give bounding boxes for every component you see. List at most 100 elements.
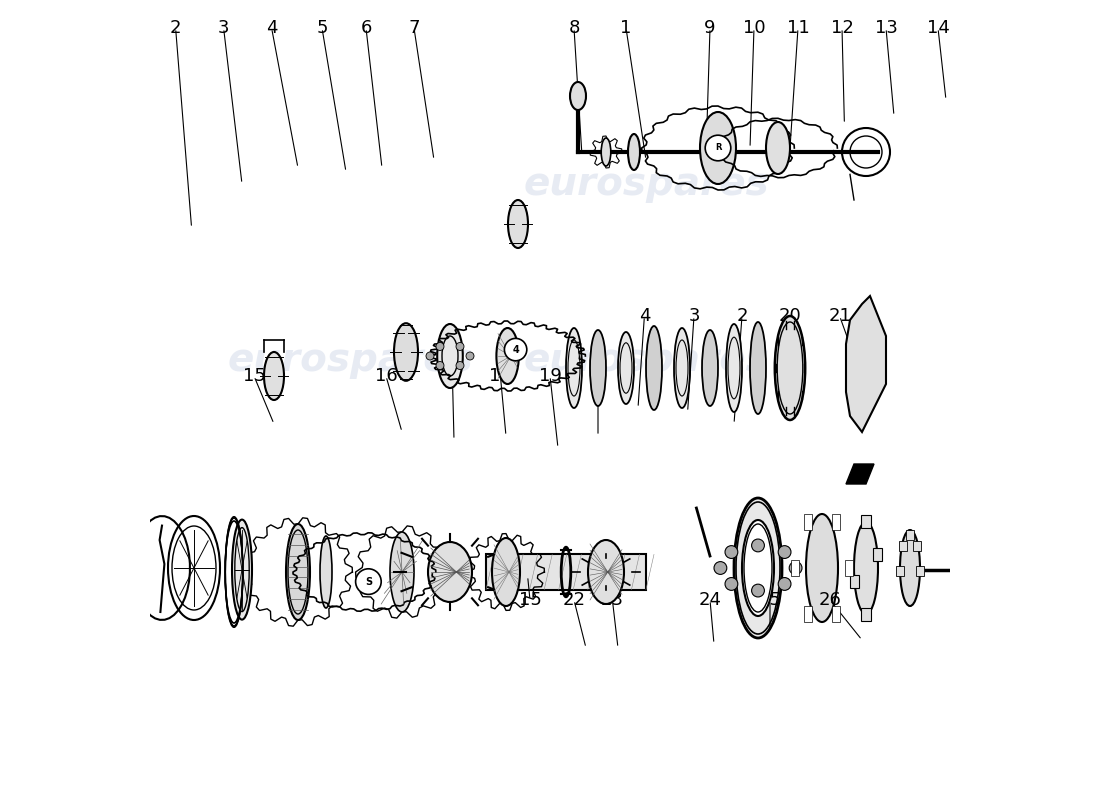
Text: 25: 25 bbox=[759, 591, 781, 609]
Text: 5: 5 bbox=[592, 367, 604, 385]
Text: 12: 12 bbox=[830, 19, 854, 37]
Text: eurospares: eurospares bbox=[227, 341, 473, 379]
Text: 21: 21 bbox=[828, 307, 851, 325]
Ellipse shape bbox=[766, 122, 790, 174]
Ellipse shape bbox=[734, 498, 782, 638]
Text: 19: 19 bbox=[539, 367, 561, 385]
Text: eurospares: eurospares bbox=[524, 341, 769, 379]
Circle shape bbox=[751, 539, 764, 552]
Text: 17: 17 bbox=[441, 367, 464, 385]
Text: 3: 3 bbox=[689, 307, 700, 325]
Circle shape bbox=[505, 338, 527, 361]
Ellipse shape bbox=[646, 326, 662, 410]
Ellipse shape bbox=[437, 324, 463, 388]
Ellipse shape bbox=[508, 200, 528, 248]
Ellipse shape bbox=[394, 323, 418, 381]
Ellipse shape bbox=[590, 330, 606, 406]
Text: 9: 9 bbox=[704, 19, 716, 37]
Ellipse shape bbox=[702, 330, 718, 406]
Text: 4: 4 bbox=[266, 19, 277, 37]
Circle shape bbox=[436, 362, 444, 370]
Bar bbox=[915, 566, 924, 576]
Text: 8: 8 bbox=[569, 19, 580, 37]
Ellipse shape bbox=[492, 538, 520, 606]
Bar bbox=[906, 530, 914, 540]
Text: 7: 7 bbox=[408, 19, 420, 37]
Ellipse shape bbox=[726, 324, 742, 412]
Text: 10: 10 bbox=[742, 19, 766, 37]
Circle shape bbox=[778, 546, 791, 558]
Ellipse shape bbox=[232, 520, 252, 619]
Circle shape bbox=[725, 546, 738, 558]
Bar bbox=[804, 606, 813, 622]
Text: 24: 24 bbox=[698, 591, 722, 609]
Ellipse shape bbox=[286, 524, 310, 620]
Ellipse shape bbox=[390, 532, 414, 612]
Bar bbox=[849, 575, 859, 588]
Text: 4: 4 bbox=[639, 307, 650, 325]
Ellipse shape bbox=[570, 82, 586, 110]
Bar bbox=[791, 560, 799, 576]
Bar bbox=[896, 566, 904, 576]
Bar bbox=[861, 608, 871, 621]
Circle shape bbox=[426, 352, 434, 360]
Circle shape bbox=[456, 342, 464, 350]
Bar bbox=[899, 541, 907, 550]
Ellipse shape bbox=[588, 540, 624, 604]
Circle shape bbox=[466, 352, 474, 360]
Bar bbox=[804, 514, 813, 530]
Bar bbox=[832, 606, 839, 622]
Circle shape bbox=[789, 562, 802, 574]
Circle shape bbox=[714, 562, 727, 574]
Bar bbox=[486, 554, 646, 590]
Text: 26: 26 bbox=[818, 591, 842, 609]
Bar bbox=[913, 541, 921, 550]
Text: 18: 18 bbox=[490, 367, 512, 385]
Bar bbox=[845, 560, 854, 576]
Ellipse shape bbox=[674, 328, 690, 408]
Bar bbox=[872, 548, 882, 561]
Text: 6: 6 bbox=[361, 19, 372, 37]
Circle shape bbox=[456, 362, 464, 370]
Text: 22: 22 bbox=[562, 591, 585, 609]
Ellipse shape bbox=[618, 332, 634, 404]
Bar bbox=[861, 515, 871, 528]
Bar bbox=[832, 514, 839, 530]
Ellipse shape bbox=[566, 328, 582, 408]
Polygon shape bbox=[846, 464, 874, 484]
Text: 13: 13 bbox=[874, 19, 898, 37]
Text: 5: 5 bbox=[317, 19, 328, 37]
Ellipse shape bbox=[168, 516, 220, 620]
Circle shape bbox=[355, 569, 382, 594]
Ellipse shape bbox=[428, 542, 472, 602]
Text: R: R bbox=[715, 143, 722, 153]
Ellipse shape bbox=[602, 138, 610, 166]
Text: 4: 4 bbox=[513, 345, 519, 354]
Ellipse shape bbox=[750, 322, 766, 414]
Circle shape bbox=[778, 578, 791, 590]
Ellipse shape bbox=[900, 530, 920, 606]
Text: 15: 15 bbox=[243, 367, 265, 385]
Text: 2: 2 bbox=[169, 19, 182, 37]
Ellipse shape bbox=[496, 328, 519, 384]
Text: 23: 23 bbox=[601, 591, 624, 609]
Ellipse shape bbox=[700, 112, 736, 184]
Ellipse shape bbox=[774, 316, 805, 420]
Ellipse shape bbox=[854, 522, 878, 614]
Ellipse shape bbox=[628, 134, 640, 170]
Polygon shape bbox=[846, 296, 886, 432]
Circle shape bbox=[436, 342, 444, 350]
Text: 3: 3 bbox=[218, 19, 229, 37]
Circle shape bbox=[725, 578, 738, 590]
Text: 15: 15 bbox=[518, 591, 541, 609]
Text: eurospares: eurospares bbox=[524, 165, 769, 203]
Ellipse shape bbox=[320, 536, 332, 608]
Ellipse shape bbox=[742, 520, 774, 616]
Circle shape bbox=[705, 135, 730, 161]
Text: 14: 14 bbox=[926, 19, 949, 37]
Text: 2: 2 bbox=[736, 307, 748, 325]
Text: S: S bbox=[365, 577, 372, 586]
Text: 11: 11 bbox=[786, 19, 810, 37]
Text: 20: 20 bbox=[779, 307, 802, 325]
Ellipse shape bbox=[806, 514, 838, 622]
